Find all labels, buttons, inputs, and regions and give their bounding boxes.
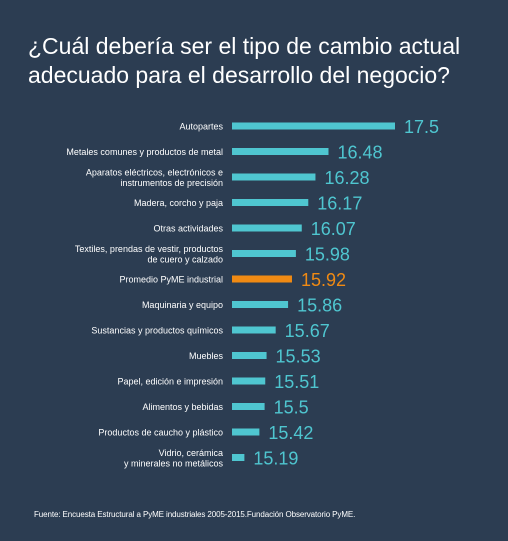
bar <box>232 403 265 410</box>
data-label: 15.42 <box>268 423 313 443</box>
bar <box>232 199 309 206</box>
bar <box>232 148 329 155</box>
bar <box>232 275 292 283</box>
data-label: 15.19 <box>253 449 298 469</box>
data-label: 15.98 <box>305 245 350 265</box>
data-label: 15.86 <box>297 296 342 316</box>
chart-title: ¿Cuál debería ser el tipo de cambio actu… <box>28 33 461 88</box>
data-label: 17.5 <box>404 117 439 137</box>
category-label: Promedio PyME industrial <box>119 275 223 285</box>
category-label: Metales comunes y productos de metal <box>66 147 223 157</box>
category-label: Alimentos y bebidas <box>142 402 223 412</box>
data-label: 16.07 <box>311 219 356 239</box>
bar <box>232 428 260 436</box>
category-label: Papel, edición e impresión <box>117 377 223 387</box>
category-label: Sustancias y productos químicos <box>91 326 223 336</box>
bar <box>232 352 267 359</box>
category-label: Productos de caucho y plástico <box>98 428 223 438</box>
category-label: Muebles <box>189 351 224 361</box>
bar <box>232 377 266 385</box>
category-label: Textiles, prendas de vestir, productos de… <box>75 244 224 265</box>
bar <box>232 173 316 181</box>
data-label: 15.67 <box>285 321 330 341</box>
data-label: 16.17 <box>317 194 362 214</box>
bar <box>232 326 276 334</box>
category-label: Autopartes <box>179 122 223 132</box>
bar <box>232 250 296 257</box>
bar <box>232 224 302 232</box>
category-label: Madera, corcho y paja <box>134 198 223 208</box>
data-label: 16.48 <box>337 143 382 163</box>
category-label: Maquinaria y equipo <box>142 300 223 310</box>
data-label: 15.51 <box>274 372 319 392</box>
category-label: Otras actividades <box>153 224 223 234</box>
source-note: Fuente: Encuesta Estructural a PyME indu… <box>34 510 356 519</box>
bar <box>232 454 245 461</box>
data-label: 15.5 <box>274 398 309 418</box>
data-label: 15.53 <box>276 347 321 367</box>
bar <box>232 122 395 130</box>
bar <box>232 301 289 308</box>
category-label: Aparatos eléctricos, electrónicos e instr… <box>86 167 223 188</box>
category-label: Vidrio, cerámica y minerales no metálicos <box>124 448 224 469</box>
data-label: 16.28 <box>324 168 369 188</box>
data-label: 15.92 <box>301 270 346 290</box>
